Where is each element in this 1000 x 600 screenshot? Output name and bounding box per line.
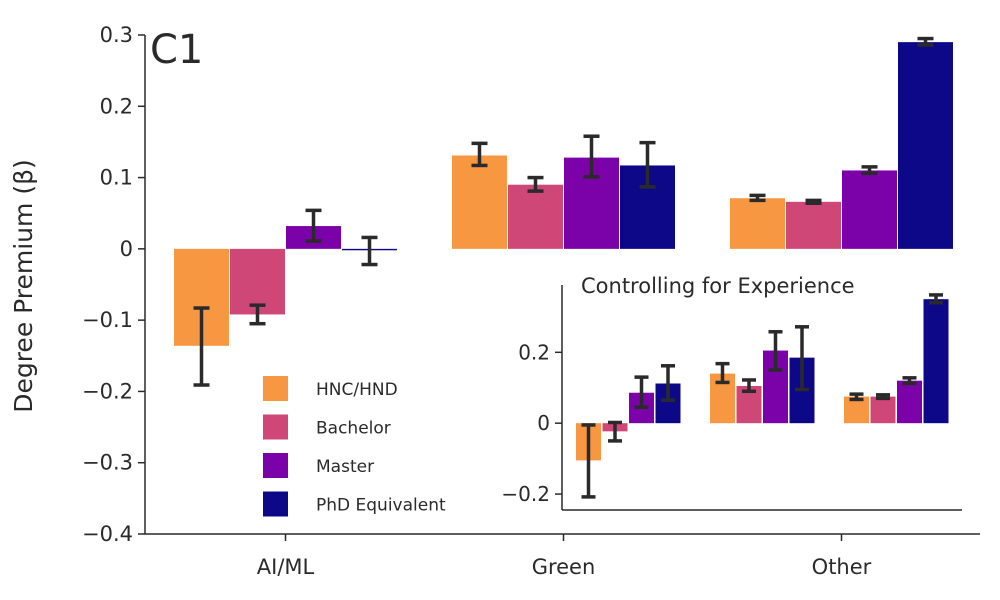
main-y-tick-label: 0.3 <box>100 23 133 47</box>
inset-plot: −0.2 0 0.2 Controlling for Experience <box>500 268 970 513</box>
main-ai-ml-master-error-bar <box>305 208 322 243</box>
main-plot: −0.4 −0.3 −0.2 −0.1 0 0.1 0.2 0.3 AI/ML Green Oth… <box>9 23 980 579</box>
main-bar-other-hnc-hnd <box>730 198 785 249</box>
x-tick-label-other: Other <box>812 555 872 579</box>
main-error-bars <box>193 36 934 387</box>
main-y-tick-label: 0.2 <box>100 94 133 118</box>
main-y-tick-label: −0.4 <box>82 522 133 546</box>
legend-swatch-bachelor <box>263 414 288 440</box>
main-bar-green-bachelor <box>508 184 563 249</box>
main-green-phd-equivalent-error-bar <box>639 140 656 189</box>
main-other-bachelor-error-bar <box>805 198 822 205</box>
main-other-master-error-bar <box>861 165 878 176</box>
inset-error-bars <box>581 293 943 499</box>
legend-label-hnc-hnd: HNC/HND <box>316 380 398 400</box>
main-y-tick-label: −0.1 <box>82 308 133 332</box>
main-ai-ml-bachelor-error-bar <box>249 303 266 326</box>
inset-bar-other-phd-equivalent <box>923 299 949 424</box>
main-bar-green-hnc-hnd <box>452 155 507 249</box>
main-other-phd-equivalent-error-bar <box>917 36 934 47</box>
inset-ai-ml-bachelor-error-bar <box>608 420 622 443</box>
inset-green-phd-equivalent-error-bar <box>795 325 809 392</box>
main-green-hnc-hnd-error-bar <box>471 141 488 168</box>
inset-bar-other-bachelor <box>870 396 896 424</box>
x-tick-label-ai-ml: AI/ML <box>257 555 315 579</box>
legend-swatch-master <box>263 453 288 478</box>
main-bar-other-bachelor <box>786 201 841 249</box>
inset-green-bachelor-error-bar <box>742 378 756 394</box>
main-x-ticks: AI/ML Green Other <box>257 534 872 579</box>
inset-other-bachelor-error-bar <box>876 393 890 401</box>
legend-swatch-hnc-hnd <box>263 376 288 401</box>
main-green-master-error-bar <box>583 134 600 179</box>
panel-label: C1 <box>150 27 203 73</box>
main-ai-ml-phd-equivalent-error-bar <box>361 235 378 267</box>
inset-title: Controlling for Experience <box>581 274 855 298</box>
legend: HNC/HND Bachelor Master PhD Equivalent <box>263 376 446 517</box>
inset-bar-other-master <box>897 380 922 424</box>
main-bar-other-phd-equivalent <box>898 42 953 249</box>
inset-other-master-error-bar <box>902 376 917 386</box>
inset-y-ticks: −0.2 0 0.2 <box>501 340 562 506</box>
legend-label-phd-equivalent: PhD Equivalent <box>316 496 446 516</box>
inset-other-hnc-hnd-error-bar <box>849 392 864 402</box>
legend-label-master: Master <box>316 457 374 477</box>
inset-y-tick-label: 0.2 <box>518 340 550 364</box>
legend-swatch-phd-equivalent <box>263 491 288 517</box>
main-y-tick-label: −0.2 <box>82 379 133 403</box>
main-y-tick-label: −0.3 <box>82 451 133 475</box>
legend-label-bachelor: Bachelor <box>316 419 391 439</box>
main-ai-ml-hnc-hnd-error-bar <box>193 306 210 387</box>
inset-y-tick-label: 0 <box>537 411 550 435</box>
inset-ai-ml-phd-equivalent-error-bar <box>661 364 675 402</box>
inset-green-hnc-hnd-error-bar <box>715 361 730 385</box>
main-y-tick-label: 0 <box>120 237 133 261</box>
main-green-bachelor-error-bar <box>527 175 544 193</box>
inset-y-tick-label: −0.2 <box>501 482 550 506</box>
inset-other-phd-equivalent-error-bar <box>929 293 943 305</box>
inset-ai-ml-master-error-bar <box>634 375 649 409</box>
main-other-hnc-hnd-error-bar <box>749 193 766 203</box>
main-bar-other-master <box>842 170 897 249</box>
inset-green-master-error-bar <box>768 330 783 372</box>
x-tick-label-green: Green <box>532 555 596 579</box>
y-axis-title: Degree Premium (β) <box>9 159 38 413</box>
inset-ai-ml-hnc-hnd-error-bar <box>581 423 596 499</box>
main-y-tick-label: 0.1 <box>100 166 133 190</box>
main-bars <box>174 42 953 346</box>
main-y-ticks: −0.4 −0.3 −0.2 −0.1 0 0.1 0.2 0.3 <box>82 23 145 546</box>
